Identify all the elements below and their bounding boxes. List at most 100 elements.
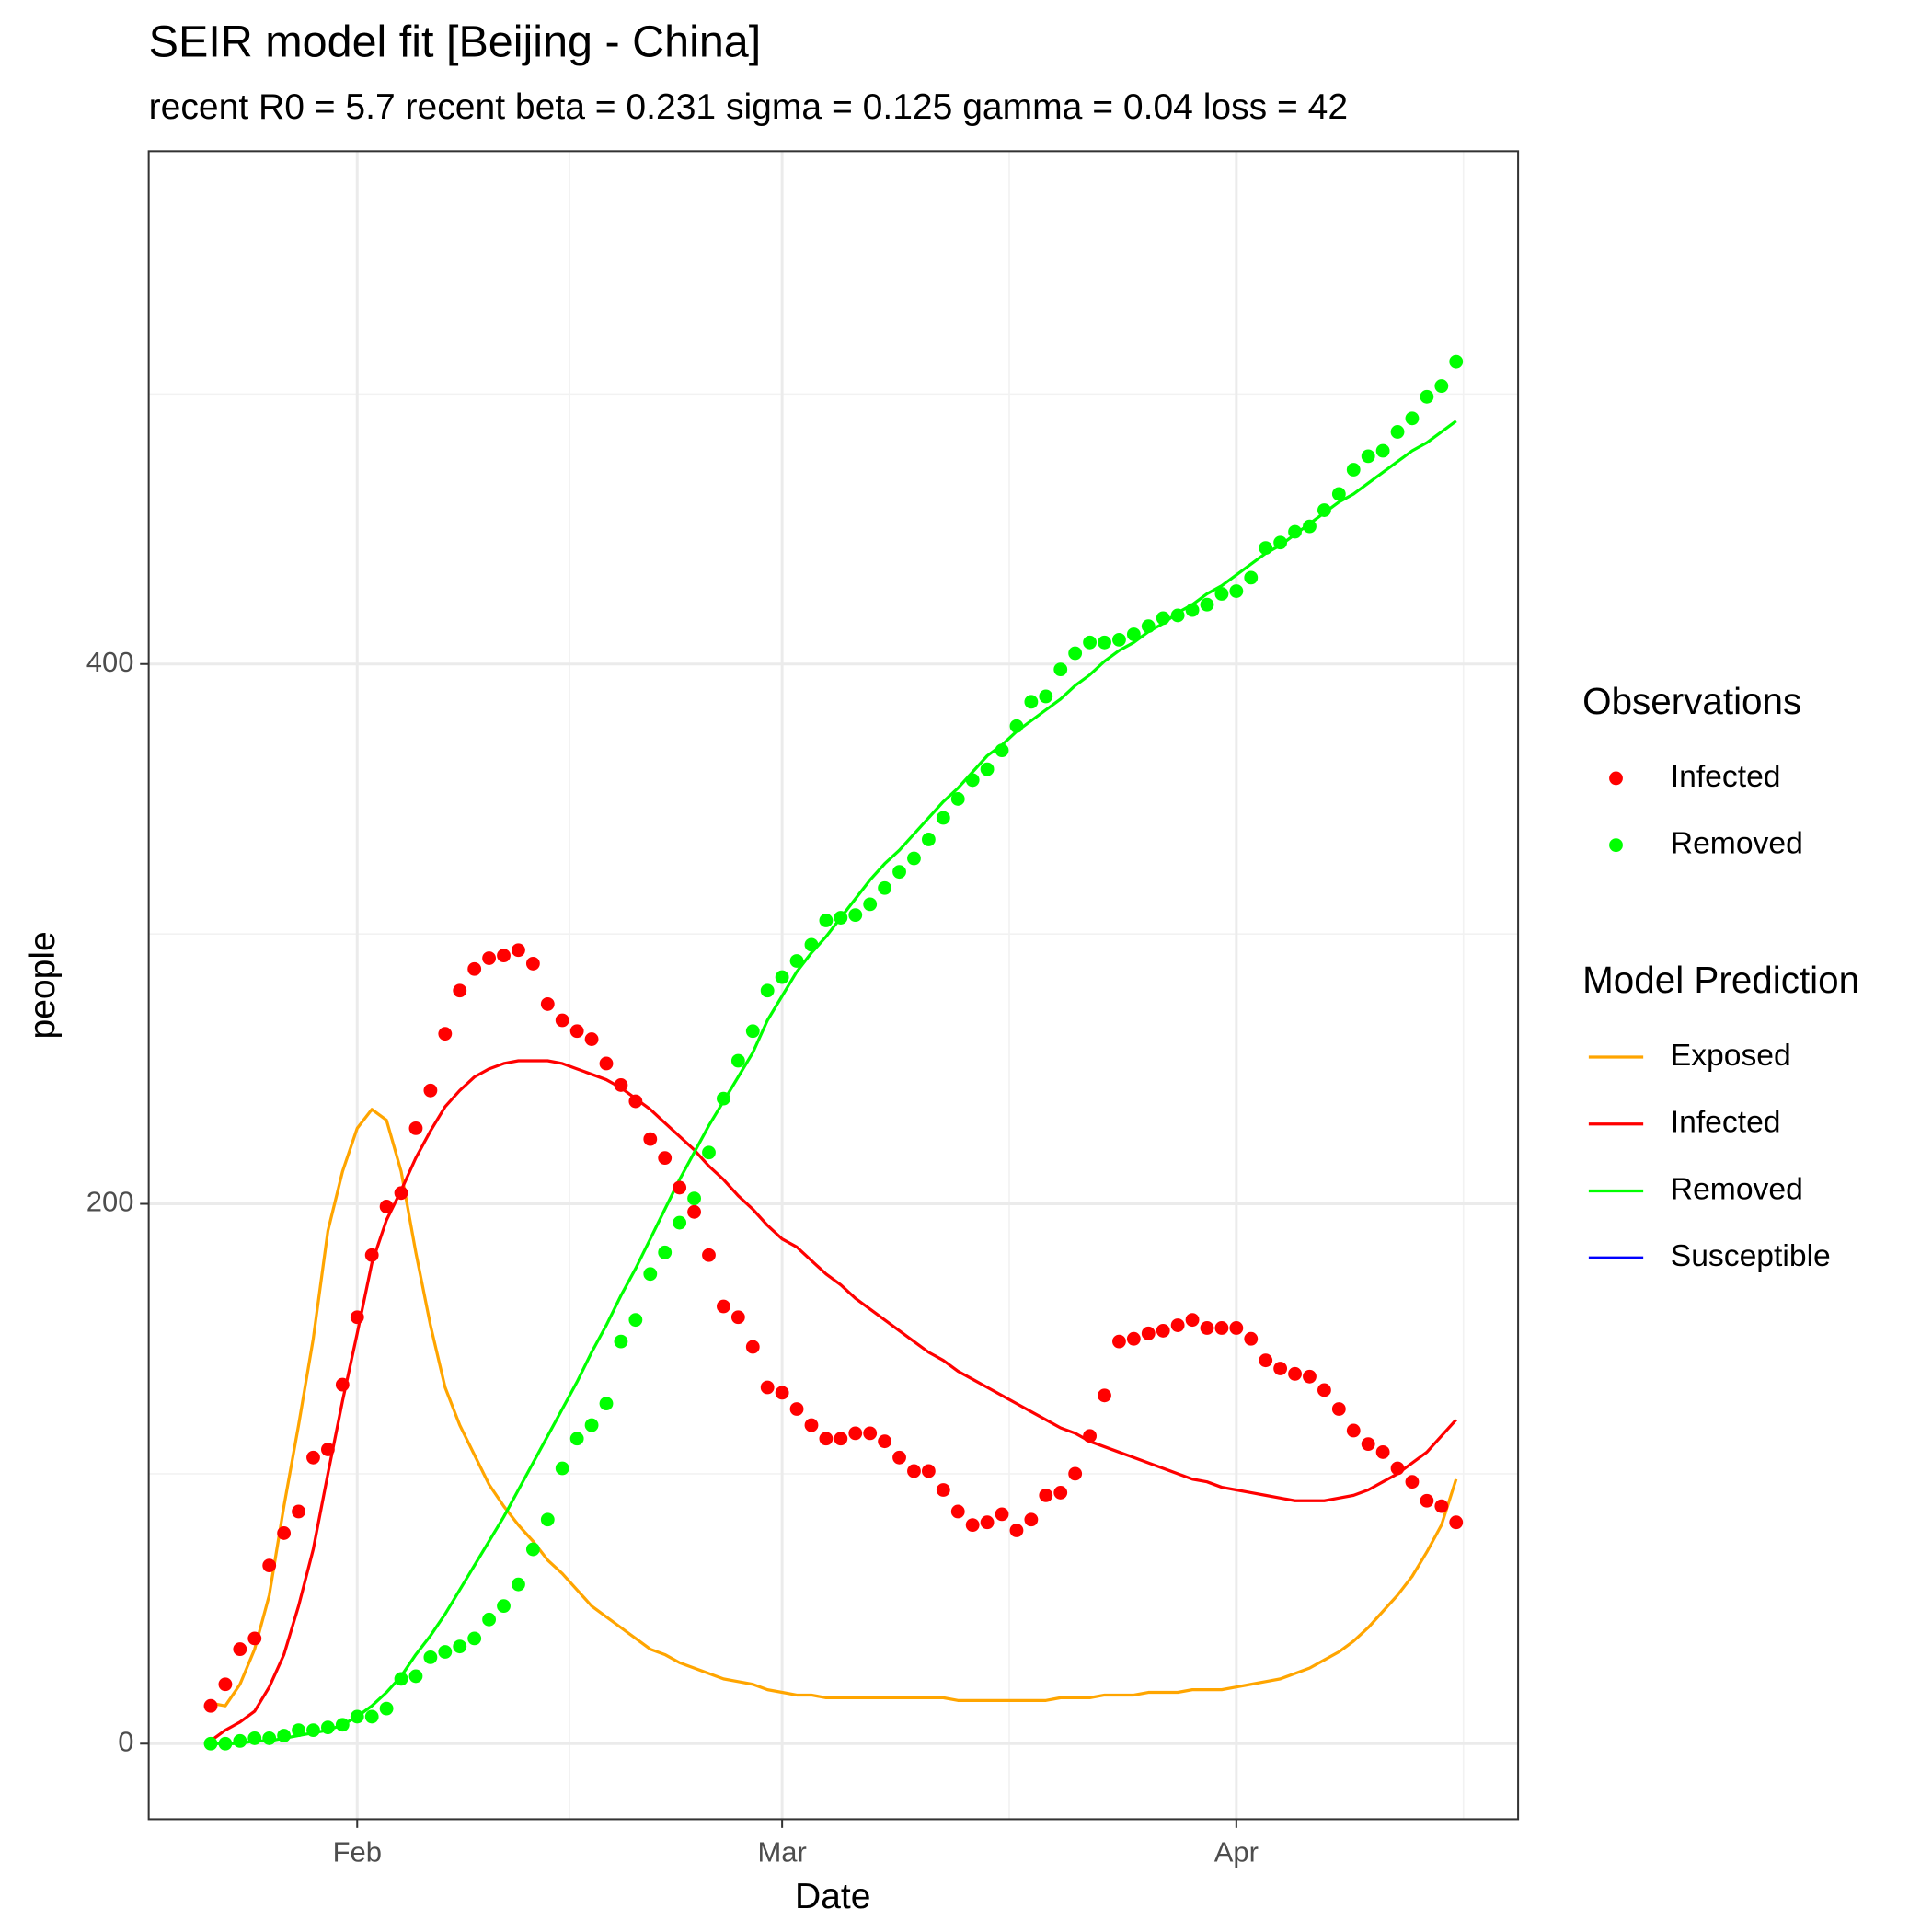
data-point bbox=[1068, 1466, 1083, 1481]
data-point bbox=[804, 1418, 819, 1432]
data-point bbox=[628, 1313, 643, 1328]
data-point bbox=[1024, 695, 1039, 709]
data-point bbox=[482, 1612, 497, 1627]
data-point bbox=[306, 1450, 320, 1465]
data-point bbox=[423, 1083, 438, 1098]
data-point bbox=[819, 914, 834, 927]
data-point bbox=[1390, 425, 1405, 439]
legend-title: Observations bbox=[1582, 680, 1801, 722]
data-point bbox=[584, 1418, 599, 1432]
data-point bbox=[1112, 632, 1126, 647]
data-point bbox=[717, 1091, 730, 1106]
data-point bbox=[1083, 635, 1097, 650]
data-point bbox=[408, 1121, 423, 1135]
data-point bbox=[1053, 1486, 1068, 1500]
y-tick-label: 200 bbox=[86, 1186, 134, 1218]
data-point bbox=[863, 897, 878, 912]
data-point bbox=[1405, 1475, 1420, 1489]
legend-label: Infected bbox=[1671, 760, 1781, 794]
data-point bbox=[921, 1464, 936, 1478]
data-point bbox=[1098, 1388, 1111, 1403]
data-point bbox=[482, 951, 497, 965]
x-axis-title: Date bbox=[795, 1877, 870, 1916]
legend-label: Susceptible bbox=[1671, 1239, 1831, 1273]
data-point bbox=[350, 1310, 364, 1325]
data-point bbox=[687, 1204, 701, 1219]
data-point bbox=[702, 1145, 716, 1160]
data-point bbox=[1200, 597, 1214, 612]
data-point bbox=[203, 1698, 218, 1713]
data-point bbox=[1331, 487, 1346, 501]
data-point bbox=[335, 1377, 350, 1392]
data-point bbox=[467, 1631, 482, 1646]
data-point bbox=[512, 1577, 525, 1592]
data-point bbox=[497, 1599, 511, 1614]
data-point bbox=[1317, 503, 1331, 517]
data-point bbox=[1068, 646, 1083, 661]
legend-title: Model Prediction bbox=[1582, 959, 1859, 1001]
data-point bbox=[1098, 635, 1111, 650]
data-point bbox=[950, 1504, 965, 1519]
data-point bbox=[379, 1701, 394, 1716]
data-point bbox=[789, 954, 804, 968]
data-point bbox=[643, 1267, 658, 1282]
data-point bbox=[950, 792, 965, 806]
data-point bbox=[745, 1024, 760, 1039]
data-point bbox=[569, 1432, 584, 1446]
data-point bbox=[1214, 1321, 1229, 1335]
data-point bbox=[1449, 1515, 1464, 1530]
data-point bbox=[1361, 1437, 1375, 1452]
data-point bbox=[218, 1677, 233, 1692]
x-tick-label: Mar bbox=[757, 1835, 806, 1868]
data-point bbox=[687, 1191, 701, 1206]
data-point bbox=[1273, 535, 1288, 550]
data-point bbox=[863, 1426, 878, 1441]
legend-label: Removed bbox=[1671, 1172, 1803, 1206]
data-point bbox=[233, 1733, 247, 1748]
data-point bbox=[834, 1432, 848, 1446]
data-point bbox=[540, 997, 555, 1011]
data-point bbox=[247, 1731, 262, 1745]
data-point bbox=[1214, 587, 1229, 601]
data-point bbox=[848, 1426, 863, 1441]
data-point bbox=[1244, 1331, 1259, 1346]
data-point bbox=[702, 1248, 716, 1262]
legend-label: Infected bbox=[1671, 1106, 1781, 1140]
data-point bbox=[277, 1526, 292, 1540]
data-point bbox=[760, 1380, 775, 1395]
data-point bbox=[1039, 1488, 1053, 1502]
data-point bbox=[1303, 1369, 1317, 1384]
data-point bbox=[423, 1650, 438, 1664]
data-point bbox=[408, 1669, 423, 1684]
data-point bbox=[907, 1464, 921, 1478]
data-point bbox=[1420, 389, 1434, 404]
data-point bbox=[1156, 611, 1170, 626]
data-point bbox=[1229, 584, 1244, 598]
chart-subtitle: recent R0 = 5.7 recent beta = 0.231 sigm… bbox=[149, 87, 1348, 127]
chart-title: SEIR model fit [Beijing - China] bbox=[149, 17, 762, 66]
data-point bbox=[1229, 1321, 1244, 1335]
data-point bbox=[292, 1723, 305, 1738]
data-point bbox=[1141, 619, 1156, 634]
data-point bbox=[1331, 1402, 1346, 1416]
data-point bbox=[1375, 1445, 1390, 1459]
data-point bbox=[599, 1397, 614, 1411]
grid bbox=[148, 151, 1519, 1820]
data-point bbox=[848, 908, 863, 923]
y-axis-title: people bbox=[23, 931, 63, 1039]
data-point bbox=[1405, 411, 1420, 426]
data-point bbox=[717, 1299, 730, 1314]
data-point bbox=[306, 1723, 320, 1738]
data-point bbox=[614, 1334, 628, 1349]
data-point bbox=[292, 1504, 305, 1519]
data-point bbox=[599, 1056, 614, 1071]
data-point bbox=[1259, 1353, 1273, 1368]
data-point bbox=[233, 1642, 247, 1657]
data-point bbox=[995, 1507, 1009, 1522]
data-point bbox=[673, 1215, 687, 1230]
data-point bbox=[497, 949, 511, 963]
data-point bbox=[555, 1013, 569, 1028]
data-point bbox=[965, 773, 980, 788]
